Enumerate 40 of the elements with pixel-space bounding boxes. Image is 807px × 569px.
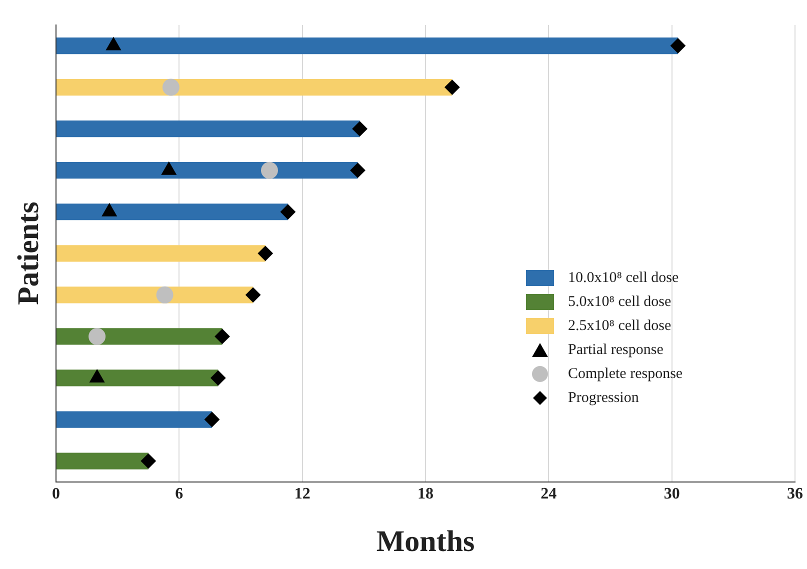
- bar: [56, 162, 358, 179]
- point: [88, 328, 106, 345]
- x-tick-label: 18: [418, 486, 434, 503]
- point: [350, 162, 366, 178]
- point: [444, 80, 460, 95]
- point: [260, 162, 278, 179]
- bar: [56, 286, 254, 304]
- x-tick-label: 30: [664, 486, 680, 503]
- point: [258, 246, 273, 261]
- y-axis-title: Patients: [12, 202, 45, 306]
- point: [140, 454, 156, 469]
- x-tick-label: 12: [294, 486, 310, 503]
- bar: [56, 78, 452, 96]
- legend-label: 10.0x10⁸ cell dose: [568, 270, 679, 286]
- point: [204, 412, 220, 428]
- legend-label: Complete response: [568, 366, 683, 382]
- x-tick-label: 36: [787, 486, 803, 503]
- bar: [56, 37, 678, 54]
- point: [214, 328, 230, 344]
- x-tick-label: 0: [52, 486, 60, 503]
- point: [352, 121, 368, 136]
- x-tick-label: 6: [175, 486, 184, 503]
- bar: [56, 411, 212, 428]
- point: [280, 204, 296, 220]
- x-tick-label: 24: [540, 486, 557, 503]
- bar: [56, 204, 288, 220]
- legend-label: Progression: [568, 390, 639, 406]
- point: [670, 38, 686, 54]
- x-axis-title: Months: [376, 524, 475, 558]
- bar: [56, 452, 148, 470]
- bar: [56, 245, 266, 262]
- bar: [56, 120, 360, 138]
- bar: [56, 370, 218, 386]
- point: [162, 78, 180, 96]
- point: [210, 370, 226, 386]
- legend-label: 2.5x10⁸ cell dose: [568, 318, 672, 334]
- point: [246, 287, 261, 302]
- legend-label: Partial response: [568, 342, 664, 358]
- legend-label: 5.0x10⁸ cell dose: [568, 294, 672, 310]
- point: [156, 286, 174, 304]
